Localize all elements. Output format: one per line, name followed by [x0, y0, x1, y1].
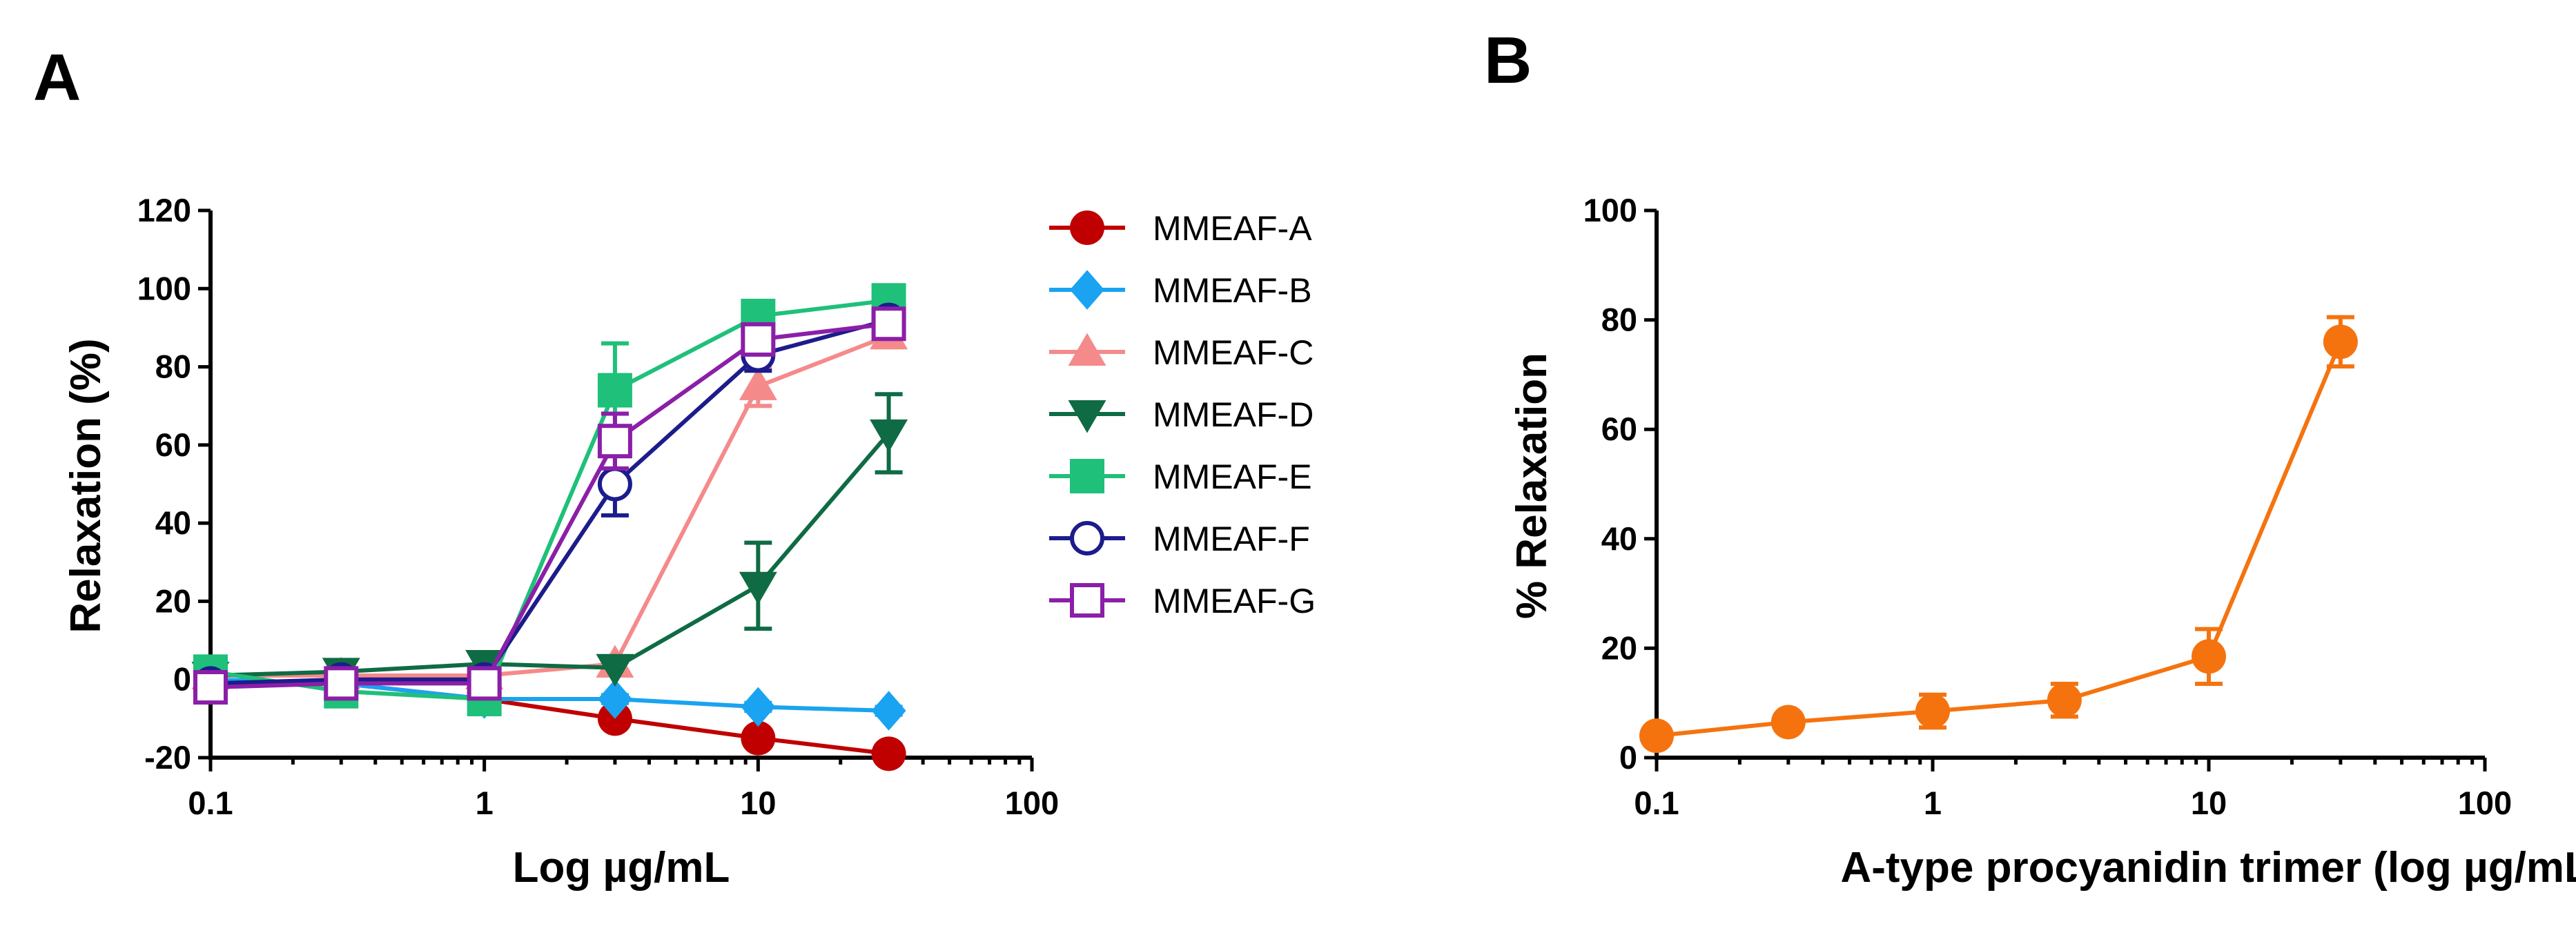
panel-a-x-tick-label: 1 [476, 785, 494, 821]
legend-marker [1070, 459, 1104, 493]
panel-b-x-tick-label: 0.1 [1634, 785, 1679, 821]
series-mmeaf-c [191, 316, 908, 690]
panel-b-y-tick-label: 80 [1601, 302, 1637, 338]
data-point [2047, 682, 2082, 718]
legend-item: MMEAF-E [1049, 457, 1312, 496]
panel-a-y-tick-label: 20 [155, 582, 191, 619]
panel-b-letter: B [1484, 23, 1532, 97]
data-point [741, 322, 776, 357]
panel-b-y-tick-label: 0 [1619, 739, 1637, 776]
data-point [193, 670, 228, 705]
legend-label: MMEAF-G [1153, 582, 1316, 620]
data-point [739, 571, 777, 605]
legend-marker [1070, 583, 1104, 618]
series-line [210, 322, 889, 690]
panel-a-y-tick-label: 60 [155, 426, 191, 463]
legend-label: MMEAF-E [1153, 457, 1312, 496]
panel-b-y-tick-label: 20 [1601, 629, 1637, 666]
panel-a-y-tick-label: 80 [155, 348, 191, 385]
data-point [1639, 718, 1674, 754]
legend-item: MMEAF-C [1049, 333, 1314, 372]
legend-label: MMEAF-B [1153, 271, 1312, 310]
legend-marker [1068, 333, 1106, 366]
data-point [467, 666, 502, 701]
panel-a-x-tick-label: 0.1 [188, 785, 233, 821]
series-line [210, 431, 890, 678]
data-point [597, 466, 632, 502]
series-mmeaf-f [193, 302, 906, 701]
data-point [2323, 324, 2358, 360]
panel-a-y-tick-label: 40 [155, 504, 191, 541]
legend-marker [1068, 400, 1106, 433]
legend-item: MMEAF-D [1049, 395, 1314, 434]
data-point [871, 736, 906, 771]
data-point [597, 679, 632, 719]
data-point [741, 720, 776, 756]
panel-b-plot-area [1639, 315, 2358, 754]
panel-b-y-tick-label: 40 [1601, 520, 1637, 557]
series-mmeaf-a [193, 662, 906, 771]
legend-item: MMEAF-F [1049, 520, 1310, 558]
legend-label: MMEAF-F [1153, 520, 1310, 558]
data-point [871, 306, 906, 342]
panel-b-x-tick-label: 1 [1924, 785, 1942, 821]
series-line [210, 317, 890, 686]
series-a-type-procyanidin-trimer [1639, 315, 2358, 754]
legend-label: MMEAF-D [1153, 395, 1314, 434]
data-point [741, 687, 776, 727]
data-point [739, 367, 777, 400]
panel-a-axes: -20 0 20 40 60 80 100 120 0.1 1 10 100 [137, 192, 1060, 821]
panel-a-x-tick-label: 10 [740, 785, 776, 821]
legend-item: MMEAF-G [1049, 582, 1316, 620]
series-mmeaf-e [193, 283, 906, 717]
panel-b-y-tick-label: 100 [1583, 192, 1637, 228]
panel-b-x-axis-title: A-type procyanidin trimer (log µg/mL) [1840, 844, 2576, 892]
legend-label: MMEAF-A [1153, 209, 1312, 248]
legend-item: MMEAF-B [1049, 270, 1312, 310]
panel-a-y-tick-label: -20 [144, 739, 191, 776]
series-line [1656, 341, 2343, 738]
data-point [871, 691, 906, 731]
panel-a-x-tick-label: 100 [1005, 785, 1059, 821]
panel-a: A Relaxation (%) Log µg/mL -20 0 20 40 60 80 1… [33, 41, 1316, 892]
series-line [211, 333, 890, 678]
series-line [210, 298, 889, 702]
series-mmeaf-g [193, 306, 906, 705]
legend-label: MMEAF-C [1153, 333, 1314, 372]
panel-b: B % Relaxation A-type procyanidin trimer… [1484, 23, 2576, 892]
panel-a-y-tick-label: 100 [137, 270, 191, 306]
panel-a-plot-area [191, 283, 908, 771]
legend-marker [1070, 210, 1104, 245]
panel-b-x-tick-label: 10 [2191, 785, 2227, 821]
panel-a-legend: MMEAF-A MMEAF-B MMEAF-C MMEAF-D MMEAF-E MMEAF… [1049, 209, 1316, 620]
panel-a-y-axis-title: Relaxation (%) [62, 338, 110, 633]
legend-marker [1070, 521, 1104, 555]
data-point [597, 373, 632, 408]
legend-item: MMEAF-A [1049, 209, 1312, 248]
data-point [870, 419, 908, 453]
legend-marker [1070, 270, 1104, 310]
data-point [596, 653, 634, 687]
panel-b-y-axis-title: % Relaxation [1508, 353, 1556, 619]
panel-b-y-tick-label: 60 [1601, 411, 1637, 447]
panel-b-axes: 0 20 40 60 80 100 0.1 1 10 100 [1583, 192, 2512, 821]
series-line [210, 677, 889, 756]
data-point [1915, 693, 1950, 729]
data-point [597, 424, 632, 459]
panel-b-x-tick-label: 100 [2458, 785, 2512, 821]
panel-a-x-axis-title: Log µg/mL [513, 844, 730, 892]
data-point [2192, 639, 2226, 674]
data-point [1770, 705, 1806, 740]
panel-a-y-tick-label: 0 [173, 661, 191, 698]
data-point [324, 666, 359, 701]
panel-a-letter: A [33, 41, 81, 115]
panel-a-y-tick-label: 120 [137, 192, 191, 228]
